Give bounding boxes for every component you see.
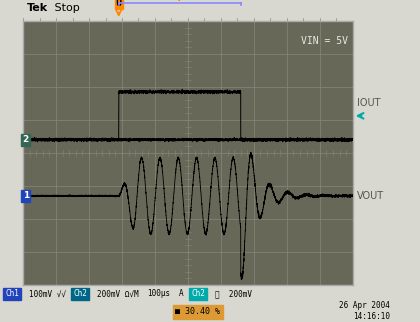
Text: 14:16:10: 14:16:10	[353, 312, 390, 321]
Text: Ch1: Ch1	[5, 289, 19, 298]
Text: 26 Apr 2004: 26 Apr 2004	[339, 301, 390, 310]
Text: Ch2: Ch2	[73, 289, 87, 298]
Text: U: U	[116, 0, 122, 8]
Text: VOUT: VOUT	[357, 191, 384, 201]
Text: 2: 2	[23, 135, 29, 144]
Text: Tek: Tek	[26, 3, 47, 14]
Text: 100mV √√: 100mV √√	[29, 289, 66, 298]
Text: i: i	[178, 0, 181, 3]
Text: 200mV Ω√M: 200mV Ω√M	[97, 289, 139, 298]
Text: ■ 30.40 %: ■ 30.40 %	[175, 308, 220, 317]
Text: ∯  200mV: ∯ 200mV	[215, 289, 252, 298]
Text: 1: 1	[23, 191, 29, 200]
Text: A: A	[179, 289, 184, 298]
Text: 100μs: 100μs	[147, 289, 170, 298]
Text: VIN = 5V: VIN = 5V	[301, 36, 348, 46]
Text: Ch2: Ch2	[191, 289, 205, 298]
Text: Stop: Stop	[51, 3, 80, 14]
Text: IOUT: IOUT	[357, 98, 381, 108]
